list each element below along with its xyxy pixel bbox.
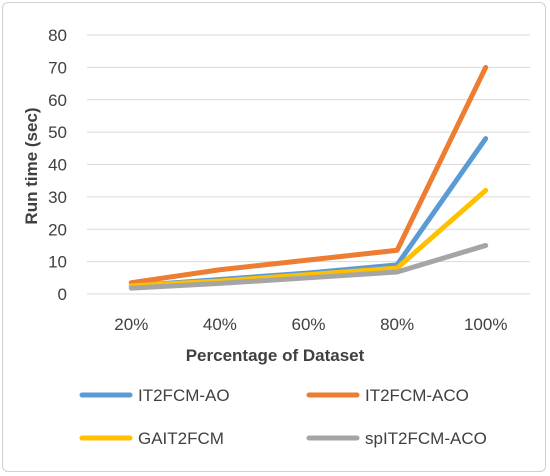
legend: IT2FCM-AO IT2FCM-ACO GAIT2FCM spIT2FCM-ACO [79, 386, 487, 448]
y-tick-label: 0 [58, 285, 67, 304]
legend-label: spIT2FCM-ACO [365, 429, 487, 448]
legend-label: GAIT2FCM [138, 429, 224, 448]
series-lines [128, 64, 489, 291]
y-tick-label: 70 [48, 58, 67, 77]
y-tick-label: 40 [48, 156, 67, 175]
y-tick-label: 80 [48, 26, 67, 45]
x-tick-label: 40% [203, 315, 237, 334]
y-axis-title: Run time (sec) [22, 107, 41, 224]
legend-label: IT2FCM-AO [138, 386, 230, 405]
x-tick-labels: 20% 40% 60% 80% 100% [114, 315, 507, 334]
x-tick-label: 100% [464, 315, 507, 334]
x-tick-label: 60% [291, 315, 325, 334]
y-tick-label: 30 [48, 188, 67, 207]
y-tick-labels: 0 10 20 30 40 50 60 70 80 [48, 26, 67, 304]
series-line-4 [128, 242, 489, 291]
y-tick-label: 10 [48, 253, 67, 272]
series-line-2 [128, 64, 489, 286]
gridlines [87, 34, 530, 295]
y-tick-label: 50 [48, 123, 67, 142]
y-tick-label: 20 [48, 220, 67, 239]
x-tick-label: 80% [380, 315, 414, 334]
x-axis-title: Percentage of Dataset [186, 346, 365, 365]
y-tick-label: 60 [48, 91, 67, 110]
x-tick-label: 20% [114, 315, 148, 334]
legend-label: IT2FCM-ACO [365, 386, 469, 405]
